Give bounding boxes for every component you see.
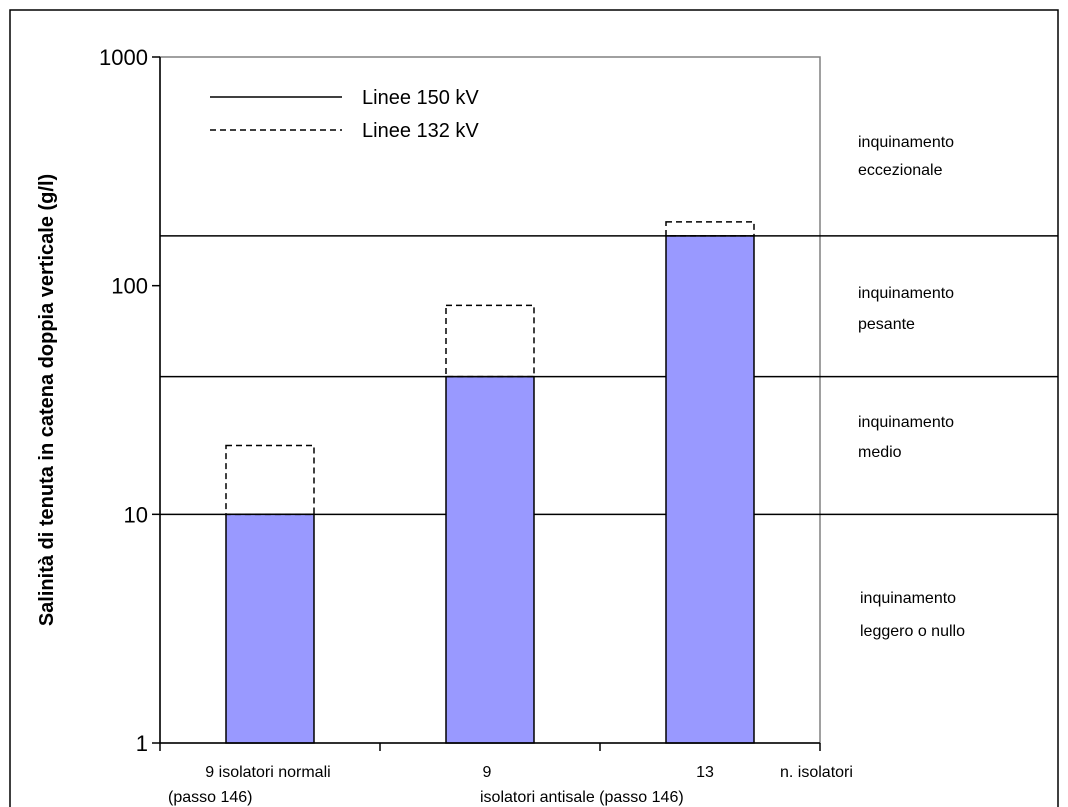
category-2-label: 9: [483, 764, 492, 781]
antisale-group-label: isolatori antisale (passo 146): [480, 789, 684, 806]
category-3-label: 13: [696, 764, 714, 781]
zone-pesante-line1: inquinamento: [858, 285, 954, 302]
y-tick-label: 1000: [99, 45, 148, 70]
bar-132kv-extension: [665, 221, 755, 237]
legend-label-150kv: Linee 150 kV: [362, 87, 479, 109]
x-axis-label: n. isolatori: [780, 764, 853, 781]
legend-label-132kv: Linee 132 kV: [362, 120, 479, 142]
category-1-line2: (passo 146): [168, 789, 253, 806]
zone-medio-line2: medio: [858, 444, 902, 461]
y-tick-label: 10: [124, 502, 148, 527]
pollution-zones: inquinamento eccezionale inquinamento pe…: [858, 134, 965, 640]
zone-eccezionale-line2: eccezionale: [858, 162, 943, 179]
bar-132kv-extension: [225, 444, 315, 516]
y-tick-label: 1: [136, 731, 148, 756]
bar-150kv: [665, 235, 755, 744]
zone-medio-line1: inquinamento: [858, 414, 954, 431]
zone-leggero-line1: inquinamento: [860, 590, 956, 607]
x-axis: [159, 742, 821, 751]
y-axis: 1 10 100 1000: [99, 45, 161, 756]
bar-132kv-extension: [445, 304, 535, 378]
category-1-line1: 9 isolatori normali: [205, 764, 330, 781]
legend: Linee 150 kV Linee 132 kV: [210, 87, 479, 142]
zone-leggero-line2: leggero o nullo: [860, 623, 965, 640]
y-axis-label: Salinità di tenuta in catena doppia vert…: [36, 174, 58, 626]
bar-150kv: [445, 375, 535, 744]
zone-pesante-line2: pesante: [858, 316, 915, 333]
bar-150kv: [225, 513, 315, 744]
zone-eccezionale-line1: inquinamento: [858, 134, 954, 151]
y-tick-label: 100: [111, 274, 148, 299]
